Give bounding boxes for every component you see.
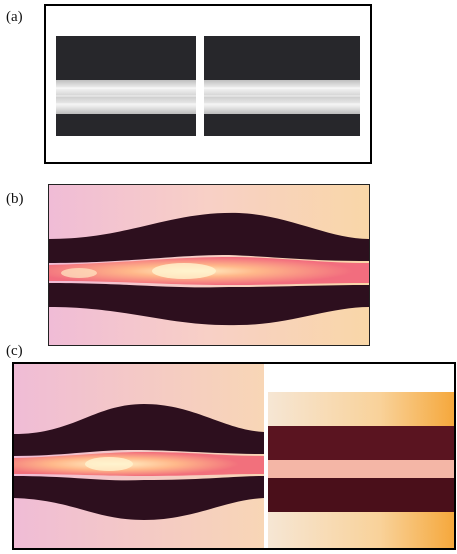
upper-dark-band xyxy=(49,212,369,263)
panel-a-label: (a) xyxy=(6,9,23,25)
panel-b-image xyxy=(48,184,370,346)
panel-c-image xyxy=(12,362,456,550)
lower-dark-band xyxy=(49,283,369,326)
fiber-left-core xyxy=(56,80,196,114)
right-upper-band xyxy=(268,426,454,460)
right-lower-band xyxy=(268,478,454,512)
panel-b-label: (b) xyxy=(6,191,24,207)
panel-a-image xyxy=(44,4,372,164)
right-core xyxy=(268,460,454,478)
panel-c-label: (c) xyxy=(6,343,23,359)
fiber-right-core xyxy=(204,80,360,114)
